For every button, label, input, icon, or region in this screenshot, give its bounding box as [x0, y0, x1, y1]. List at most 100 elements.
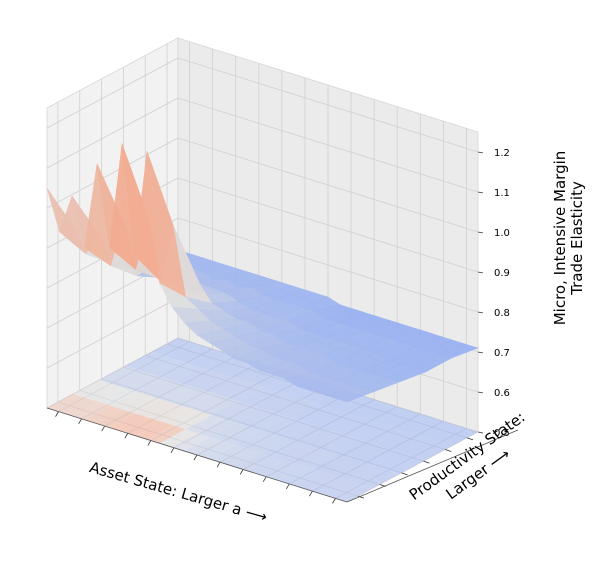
x-tick [170, 447, 175, 453]
contour-cell [99, 366, 139, 384]
z-grid-left [46, 97, 179, 169]
z-tick [477, 271, 484, 274]
contour-cell [261, 416, 301, 435]
contour-cell [138, 355, 177, 374]
contour-cell [413, 442, 452, 460]
z-axis-label-line-1: Micro, Intensive Margin [551, 151, 569, 326]
contour-cell [389, 412, 428, 431]
contour-cell [284, 468, 324, 487]
contour-cell [235, 430, 275, 449]
contour-cell [285, 446, 325, 465]
contour-cell [186, 393, 226, 412]
z-tick [477, 311, 484, 314]
contour-cell [298, 450, 337, 469]
contour-cell [174, 389, 214, 408]
y-tick [357, 495, 365, 499]
contour-cell [338, 418, 377, 437]
y-axis-line [346, 429, 519, 503]
x-tick [285, 483, 290, 490]
contour-cell [161, 385, 201, 404]
contour-cell [59, 397, 99, 416]
contour-cell [234, 452, 274, 471]
contour-cell [189, 349, 228, 368]
contour-cell [122, 417, 161, 436]
contour-cell [148, 403, 187, 422]
z-tick-label: 1.0 [494, 228, 510, 239]
contour-cell [176, 345, 216, 364]
contour-cell [288, 402, 327, 421]
z-tick-label: 0.7 [494, 348, 510, 359]
contour-projection [47, 338, 478, 502]
contour-cell [209, 444, 249, 463]
contour-cell [324, 436, 364, 455]
contour-cell [185, 415, 225, 434]
contour-cell [323, 458, 362, 477]
contour-cell [325, 414, 365, 433]
axis-ticks: 0.5 0.6 0.7 0.8 0.9 1.0 1.1 1.2 [46, 148, 519, 504]
x-tick [124, 433, 129, 439]
contour-cell [350, 422, 390, 441]
contour-cell [386, 456, 426, 474]
contour-cell [400, 438, 440, 457]
y-tick [445, 449, 452, 452]
contour-cell [210, 423, 250, 441]
contour-cell [110, 391, 150, 410]
contour-cell [300, 406, 340, 425]
z-tick-label: 0.9 [494, 268, 510, 279]
contour-cell [84, 405, 124, 424]
contour-cell [134, 421, 174, 440]
contour-cell [199, 397, 239, 416]
contour-cell [263, 395, 302, 413]
contour-cell [334, 484, 374, 502]
contour-cell [236, 409, 276, 427]
x-tick [78, 418, 82, 425]
contour-cell [414, 420, 453, 439]
contour-cell [136, 377, 176, 396]
contour-cell [201, 353, 241, 372]
z-axis-label-line-2: Trade Elasticity [568, 181, 586, 296]
z-grid-left [46, 137, 179, 209]
contour-cell [250, 391, 290, 410]
contour-cell [322, 480, 361, 499]
z-tick [477, 431, 484, 434]
contour-cell [109, 413, 149, 432]
contour-cell [124, 373, 164, 392]
contour-cell [274, 420, 314, 439]
z-tick-label: 0.6 [494, 388, 510, 399]
z-tick [477, 151, 484, 154]
z-tick [477, 191, 484, 194]
contour-cell [184, 437, 224, 455]
contour-cell [259, 460, 299, 479]
contour-cell [198, 419, 237, 438]
contour-cell [197, 441, 236, 459]
surface [46, 143, 479, 403]
z-tick-label: 0.5 [494, 428, 510, 439]
contour-cell [135, 399, 175, 418]
contour-cell [188, 371, 227, 390]
contour-cell [376, 408, 416, 427]
contour-cell [336, 440, 376, 459]
contour-cell [247, 456, 286, 475]
contour-cell [238, 387, 277, 406]
z-grid-left [46, 57, 179, 129]
contour-cell [272, 464, 311, 483]
contour-cell [260, 438, 300, 457]
contour-cell [311, 432, 351, 451]
contour-cell [47, 394, 86, 412]
contour-cell [211, 401, 251, 420]
x-tick [55, 411, 59, 417]
contour-cell [335, 462, 375, 481]
contour-cell [374, 452, 414, 471]
contour-cell [72, 401, 111, 420]
contour-cell [401, 416, 441, 435]
contour-cell [213, 379, 252, 398]
contour-cell [360, 470, 400, 488]
contour-cell [286, 424, 326, 443]
contour-cell [249, 413, 289, 431]
contour-cell [97, 409, 136, 428]
contour-cell [223, 427, 262, 445]
z-tick [477, 391, 484, 394]
contour-cell [123, 395, 162, 414]
contour-cell [426, 424, 466, 443]
